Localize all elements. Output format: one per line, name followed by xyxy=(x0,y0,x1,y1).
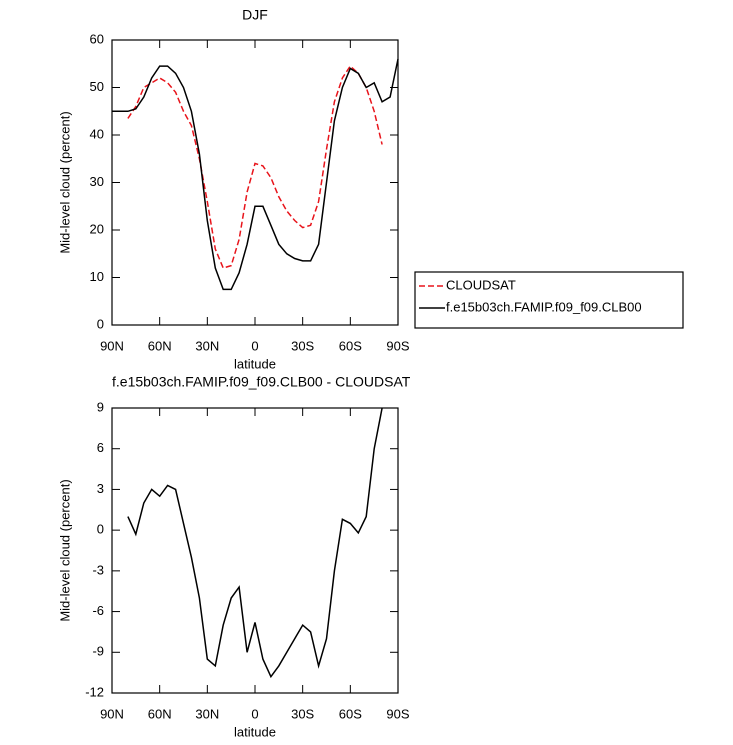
x-tick-label: 60S xyxy=(339,338,362,353)
y-tick-label: 30 xyxy=(90,174,104,189)
y-tick-label: -9 xyxy=(92,644,104,659)
chart-title: f.e15b03ch.FAMIP.f09_f09.CLB00 - CLOUDSA… xyxy=(112,374,411,390)
x-tick-label: 30S xyxy=(291,706,314,721)
y-tick-label: -12 xyxy=(85,684,104,699)
y-axis-label: Mid-level cloud (percent) xyxy=(57,111,72,253)
x-tick-label: 30S xyxy=(291,338,314,353)
x-tick-label: 90N xyxy=(100,706,124,721)
y-tick-label: 0 xyxy=(97,316,104,331)
legend-box xyxy=(414,271,684,329)
data-line xyxy=(127,407,383,679)
x-tick-label: 60N xyxy=(148,338,172,353)
y-tick-label: 6 xyxy=(97,440,104,455)
x-axis-label: latitude xyxy=(234,356,276,371)
x-tick-label: 0 xyxy=(251,338,258,353)
x-tick-label: 90S xyxy=(386,338,409,353)
y-tick-label: 10 xyxy=(90,269,104,284)
chart-title: DJF xyxy=(242,7,268,23)
x-tick-label: 60S xyxy=(339,706,362,721)
legend-label: CLOUDSAT xyxy=(446,277,516,292)
data-line xyxy=(127,64,383,269)
y-tick-label: -6 xyxy=(92,603,104,618)
x-tick-label: 30N xyxy=(195,338,219,353)
data-line xyxy=(112,58,399,291)
plot-frame xyxy=(111,407,399,694)
x-tick-label: 60N xyxy=(148,706,172,721)
x-tick-label: 30N xyxy=(195,706,219,721)
y-tick-label: -3 xyxy=(92,562,104,577)
y-axis-label: Mid-level cloud (percent) xyxy=(57,479,72,621)
y-tick-label: 9 xyxy=(97,399,104,414)
x-axis-label: latitude xyxy=(234,724,276,739)
y-tick-label: 50 xyxy=(90,79,104,94)
legend-label: f.e15b03ch.FAMIP.f09_f09.CLB00 xyxy=(446,299,642,314)
x-tick-label: 0 xyxy=(251,706,258,721)
y-tick-label: 20 xyxy=(90,221,104,236)
plot-frame xyxy=(111,39,399,326)
x-tick-label: 90S xyxy=(386,706,409,721)
y-tick-label: 40 xyxy=(90,126,104,141)
y-tick-label: 0 xyxy=(97,522,104,537)
y-tick-label: 3 xyxy=(97,481,104,496)
y-tick-label: 60 xyxy=(90,31,104,46)
x-tick-label: 90N xyxy=(100,338,124,353)
